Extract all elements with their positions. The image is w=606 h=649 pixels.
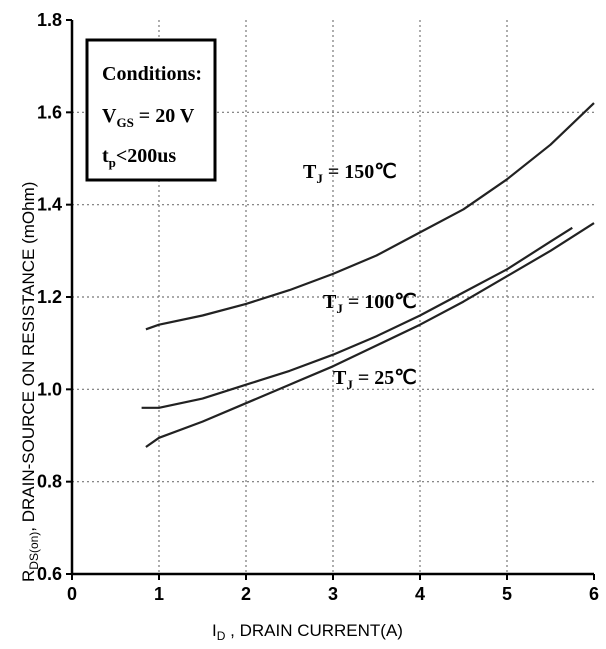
- axes-frame: [66, 19, 595, 580]
- y-tick-label-6: 1.8: [37, 10, 62, 30]
- series-label-150-rest: = 150℃: [323, 161, 397, 183]
- x-tick-label-5: 5: [502, 584, 512, 604]
- series-line-1: [141, 226, 573, 409]
- conditions-box: Conditions: VGS = 20 V tp<200us: [85, 38, 217, 182]
- y-tick-label-5: 1.6: [37, 102, 62, 122]
- series-line-2: [145, 222, 595, 448]
- series-label-25-sub: J: [346, 377, 353, 392]
- x-tick-label-2: 2: [241, 584, 251, 604]
- x-axis-label-sub: D: [217, 629, 226, 643]
- conditions-tp: tp<200us: [102, 145, 176, 170]
- x-tick-label-4: 4: [415, 584, 425, 604]
- conditions-tp-rest: <200us: [116, 145, 177, 167]
- conditions-vgs-rest: = 20 V: [134, 105, 195, 127]
- series-label-25: TJ = 25℃: [333, 367, 417, 392]
- conditions-box-frame: [85, 38, 217, 182]
- y-tick-label-4: 1.4: [37, 195, 62, 215]
- conditions-vgs-sub: GS: [116, 115, 133, 130]
- conditions-tp-sub: p: [109, 155, 116, 170]
- y-axis-label-rest: , DRAIN-SOURCE ON RESISTANCE (mOhm): [19, 182, 38, 532]
- x-tick-label-3: 3: [328, 584, 338, 604]
- series-lines: [141, 102, 595, 448]
- y-axis-label-main: R: [19, 570, 38, 582]
- conditions-vgs-main: V: [102, 105, 117, 127]
- y-axis-label: RDS(on), DRAIN-SOURCE ON RESISTANCE (mOh…: [19, 182, 41, 582]
- y-axis-label-sub: DS(on): [27, 532, 41, 570]
- x-axis-label-rest: , DRAIN CURRENT(A): [225, 621, 403, 640]
- grid: [72, 20, 594, 574]
- y-tick-label-2: 1.0: [37, 379, 62, 399]
- series-label-100: TJ = 100℃: [323, 291, 417, 316]
- conditions-tp-main: t: [102, 145, 109, 167]
- conditions-title: Conditions:: [102, 63, 202, 85]
- series-label-150-main: T: [303, 161, 317, 183]
- conditions-vgs: VGS = 20 V: [102, 105, 195, 130]
- y-tick-label-0: 0.6: [37, 564, 62, 584]
- x-tick-label-1: 1: [154, 584, 164, 604]
- series-label-100-rest: = 100℃: [343, 291, 417, 313]
- x-tick-label-0: 0: [67, 584, 77, 604]
- x-tick-label-6: 6: [589, 584, 599, 604]
- series-label-100-main: T: [323, 291, 337, 313]
- series-label-150: TJ = 150℃: [303, 161, 397, 186]
- x-axis-label: ID , DRAIN CURRENT(A): [212, 621, 403, 643]
- series-label-100-sub: J: [336, 301, 343, 316]
- tick-labels: 0 1 2 3 4 5 6 0.6 0.8 1.0 1.2 1.4 1.6 1.8: [37, 10, 599, 604]
- series-label-25-main: T: [333, 367, 347, 389]
- series-label-150-sub: J: [316, 171, 323, 186]
- y-tick-label-1: 0.8: [37, 472, 62, 492]
- x-axis-label-main: I: [212, 621, 217, 640]
- series-label-25-rest: = 25℃: [353, 367, 417, 389]
- y-tick-label-3: 1.2: [37, 287, 62, 307]
- series-line-0: [145, 102, 595, 331]
